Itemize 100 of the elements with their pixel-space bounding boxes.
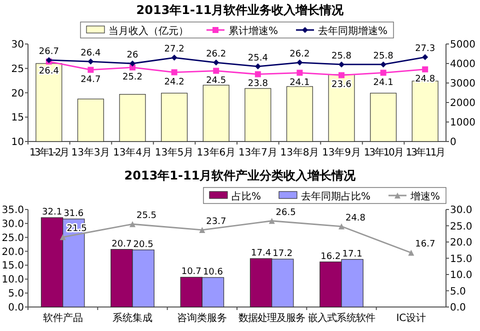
data-label: 25.4 — [248, 53, 268, 64]
x-tick-label: 13年3月 — [71, 146, 110, 158]
data-label: 32.1 — [42, 208, 62, 218]
point — [88, 66, 94, 73]
data-label: 26.2 — [290, 50, 310, 60]
bar — [161, 92, 188, 142]
y-tick-label: 30 — [11, 40, 24, 50]
data-label: 26.4 — [38, 66, 60, 77]
data-label: 26.4 — [80, 48, 101, 59]
y-tick-label: 15.0 — [2, 260, 24, 272]
bar — [244, 88, 272, 142]
point — [338, 61, 344, 68]
y-tick-label: 10 — [11, 137, 24, 148]
x-tick-label: 13年11月 — [406, 146, 444, 158]
point — [171, 69, 178, 76]
x-tick-label: 系统集成 — [112, 312, 152, 324]
data-label: 17.1 — [342, 249, 362, 260]
data-label: 10.7 — [181, 267, 202, 278]
point — [268, 218, 275, 224]
point — [408, 250, 414, 256]
data-label: 17.2 — [272, 249, 293, 260]
y-tick-label: 0.0 — [8, 302, 24, 314]
data-label: 24.5 — [206, 76, 226, 86]
point — [380, 70, 386, 76]
x-tick-label: 软件产品 — [42, 312, 83, 324]
y2-tick-label: 0 — [450, 137, 456, 148]
point — [199, 226, 206, 233]
x-tick-label: 13年8月 — [280, 146, 320, 158]
y2-tick-label: 5.0 — [450, 286, 466, 298]
data-label: 27.2 — [164, 44, 184, 55]
point — [338, 72, 344, 78]
point — [130, 60, 136, 66]
point — [338, 223, 344, 230]
point — [60, 234, 66, 240]
point — [296, 60, 303, 66]
y-tick-label: 30.0 — [2, 218, 24, 230]
data-label: 31.6 — [64, 208, 84, 219]
x-tick-label: 13年4月 — [113, 146, 152, 158]
legend-label: 占比% — [231, 190, 261, 202]
y-tick-label: 10.0 — [2, 274, 24, 286]
bar — [202, 84, 230, 142]
data-label: 24.1 — [373, 78, 394, 88]
bar — [36, 63, 62, 142]
point — [213, 68, 220, 74]
bar — [77, 98, 104, 142]
x-tick-label: 嵌入式系统软件 — [308, 312, 376, 324]
x-tick-label: 13年10月 — [364, 146, 403, 158]
point — [296, 70, 303, 76]
point — [88, 58, 94, 65]
y2-tick-label: 10.0 — [450, 270, 472, 281]
point — [254, 63, 261, 70]
point — [213, 60, 220, 66]
y-tick-label: 35.0 — [2, 205, 24, 216]
y2-tick-label: 1000 — [450, 118, 476, 128]
x-tick-label: 13年7月 — [238, 146, 278, 158]
legend-label: 增速% — [409, 190, 440, 202]
chart-title: 2013年1-11月软件业务收入增长情况 — [136, 3, 345, 17]
y-tick-label: 20.0 — [2, 246, 24, 258]
x-tick-label: IC设计 — [396, 312, 426, 324]
x-tick-label: 咨询类服务 — [177, 312, 228, 324]
data-label: 25.2 — [122, 72, 143, 82]
data-label: 25.8 — [373, 51, 394, 62]
legend-label: 去年同期占比% — [300, 190, 370, 202]
y-tick-label: 25 — [11, 64, 24, 75]
y2-tick-label: 2000 — [450, 98, 476, 109]
y2-tick-label: 3000 — [450, 78, 476, 90]
data-label: 25.8 — [331, 51, 352, 62]
bar — [412, 80, 438, 142]
data-label: 23.6 — [331, 80, 352, 90]
data-label: 25.5 — [136, 211, 157, 222]
data-label: 26.5 — [276, 208, 296, 218]
data-label: 24.7 — [80, 74, 101, 85]
data-label: 24.1 — [290, 78, 310, 88]
data-label: 20.5 — [133, 240, 154, 250]
bar — [370, 92, 397, 142]
data-label: 17.4 — [251, 248, 272, 259]
data-label: 24.2 — [164, 77, 184, 88]
data-label: 27.3 — [415, 44, 436, 54]
data-label: 20.7 — [112, 239, 132, 250]
y2-tick-label: 30.0 — [450, 205, 472, 216]
y-tick-label: 15 — [11, 112, 24, 124]
bar — [119, 94, 146, 142]
data-label: 10.6 — [202, 267, 224, 278]
y2-tick-label: 20.0 — [450, 238, 472, 248]
legend-label: 当月收入（亿元） — [108, 25, 188, 37]
data-label: 16.2 — [320, 252, 341, 262]
y-tick-label: 20 — [11, 88, 24, 100]
y-tick-label: 25.0 — [2, 232, 24, 244]
data-label: 23.7 — [206, 216, 226, 227]
x-tick-label: 13年5月 — [154, 146, 194, 158]
point — [130, 221, 136, 228]
x-tick-label: 13年6月 — [196, 146, 236, 158]
legend-label: 累计增速% — [228, 25, 278, 37]
chart-title: 2013年1-11月软件产业分类收入增长情况 — [124, 168, 357, 182]
point — [422, 66, 428, 72]
y2-tick-label: 0.0 — [450, 302, 466, 314]
y2-tick-label: 15.0 — [450, 254, 472, 265]
data-label: 24.8 — [345, 213, 366, 224]
point — [254, 71, 261, 78]
point — [171, 54, 178, 61]
